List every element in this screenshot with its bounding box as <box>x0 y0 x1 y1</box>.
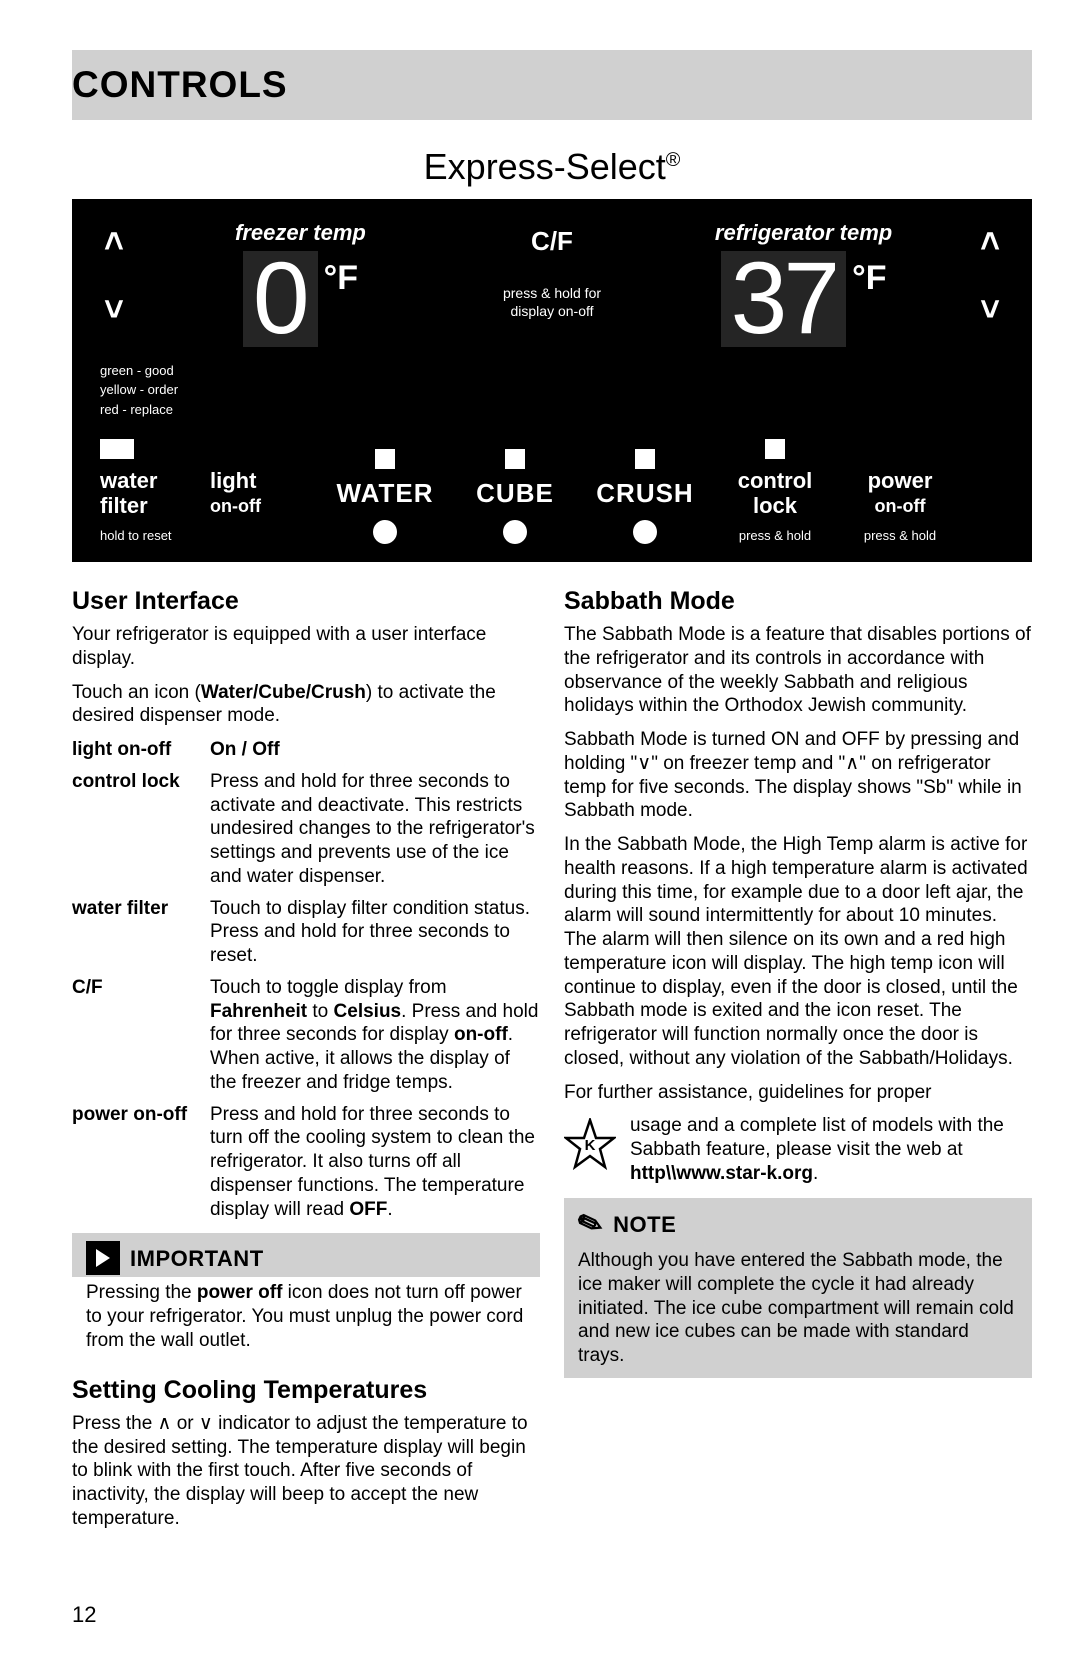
option-def: Press and hold for three seconds to acti… <box>210 770 540 889</box>
section-title: CONTROLS <box>72 62 1032 108</box>
fridge-up-icon[interactable]: ˄ <box>980 225 1000 259</box>
left-column: User Interface Your refrigerator is equi… <box>72 576 540 1541</box>
option-row: light on-offOn / Off <box>72 738 540 762</box>
indicator-icon <box>375 449 395 469</box>
section-header: CONTROLS <box>72 50 1032 120</box>
important-body: Pressing the power off icon does not tur… <box>72 1277 540 1362</box>
filter-status-legend: green - good yellow - order red - replac… <box>100 361 1004 420</box>
ui-para-1: Your refrigerator is equipped with a use… <box>72 623 540 671</box>
freezer-temp-block: freezer temp 0 °F <box>124 219 477 346</box>
right-column: Sabbath Mode The Sabbath Mode is a featu… <box>564 576 1032 1541</box>
page: CONTROLS Express-Select® ˄ ˅ freezer tem… <box>0 0 1080 1648</box>
option-def: Touch to toggle display from Fahrenheit … <box>210 976 540 1095</box>
selector-icon <box>633 520 657 544</box>
option-term: light on-off <box>72 738 210 762</box>
water-filter-button[interactable]: water filter hold to reset <box>100 439 210 544</box>
svg-text:K: K <box>585 1137 596 1154</box>
product-title: Express-Select® <box>72 144 1032 189</box>
important-callout: IMPORTANT Pressing the power off icon do… <box>72 1233 540 1362</box>
sabbath-para-3: In the Sabbath Mode, the High Temp alarm… <box>564 833 1032 1071</box>
page-number: 12 <box>72 1601 1032 1629</box>
sabbath-heading: Sabbath Mode <box>564 586 1032 617</box>
freezer-temp-value: 0 <box>243 251 318 347</box>
note-callout: ✎ NOTE Although you have entered the Sab… <box>564 1198 1032 1378</box>
note-body: Although you have entered the Sabbath mo… <box>564 1245 1032 1378</box>
option-row: C/FTouch to toggle display from Fahrenhe… <box>72 976 540 1095</box>
star-k-icon: K <box>564 1118 616 1170</box>
fridge-down-icon[interactable]: ˅ <box>980 293 1000 327</box>
cube-button[interactable]: CUBE <box>450 449 580 544</box>
control-lock-button[interactable]: control lock press & hold <box>710 439 840 544</box>
water-button[interactable]: WATER <box>320 449 450 544</box>
option-term: power on-off <box>72 1103 210 1222</box>
option-row: water filterTouch to display filter cond… <box>72 897 540 968</box>
fridge-temp-value: 37 <box>721 251 846 347</box>
crush-button[interactable]: CRUSH <box>580 449 710 544</box>
star-k-block: K usage and a complete list of models wi… <box>564 1114 1032 1185</box>
indicator-icon <box>100 439 134 459</box>
options-table: light on-offOn / Offcontrol lockPress an… <box>72 738 540 1221</box>
setting-heading: Setting Cooling Temperatures <box>72 1375 540 1406</box>
option-term: control lock <box>72 770 210 889</box>
control-panel: ˄ ˅ freezer temp 0 °F C/F press & hold f… <box>72 199 1032 562</box>
selector-icon <box>373 520 397 544</box>
option-def: Press and hold for three seconds to turn… <box>210 1103 540 1222</box>
sabbath-para-4a: For further assistance, guidelines for p… <box>564 1081 1032 1105</box>
indicator-icon <box>505 449 525 469</box>
freezer-up-icon[interactable]: ˄ <box>104 225 124 259</box>
ui-para-2: Touch an icon (Water/Cube/Crush) to acti… <box>72 681 540 729</box>
option-def: Touch to display filter condition status… <box>210 897 540 968</box>
ui-heading: User Interface <box>72 586 540 617</box>
arrow-right-icon <box>86 1241 120 1275</box>
indicator-icon <box>765 439 785 459</box>
cf-toggle[interactable]: C/F press & hold for display on-off <box>477 219 627 320</box>
pin-icon: ✎ <box>572 1203 608 1247</box>
freezer-down-icon[interactable]: ˅ <box>104 293 124 327</box>
indicator-icon <box>635 449 655 469</box>
option-term: C/F <box>72 976 210 1095</box>
power-button[interactable]: power on-off press & hold <box>840 439 960 544</box>
option-term: water filter <box>72 897 210 968</box>
option-row: control lockPress and hold for three sec… <box>72 770 540 889</box>
option-row: power on-offPress and hold for three sec… <box>72 1103 540 1222</box>
selector-icon <box>503 520 527 544</box>
fridge-temp-block: refrigerator temp 37 °F <box>627 219 980 346</box>
sabbath-para-1: The Sabbath Mode is a feature that disab… <box>564 623 1032 718</box>
light-button[interactable]: light on-off . <box>210 439 320 544</box>
sabbath-para-2: Sabbath Mode is turned ON and OFF by pre… <box>564 728 1032 823</box>
setting-para: Press the ∧ or ∨ indicator to adjust the… <box>72 1412 540 1531</box>
option-def: On / Off <box>210 738 540 762</box>
